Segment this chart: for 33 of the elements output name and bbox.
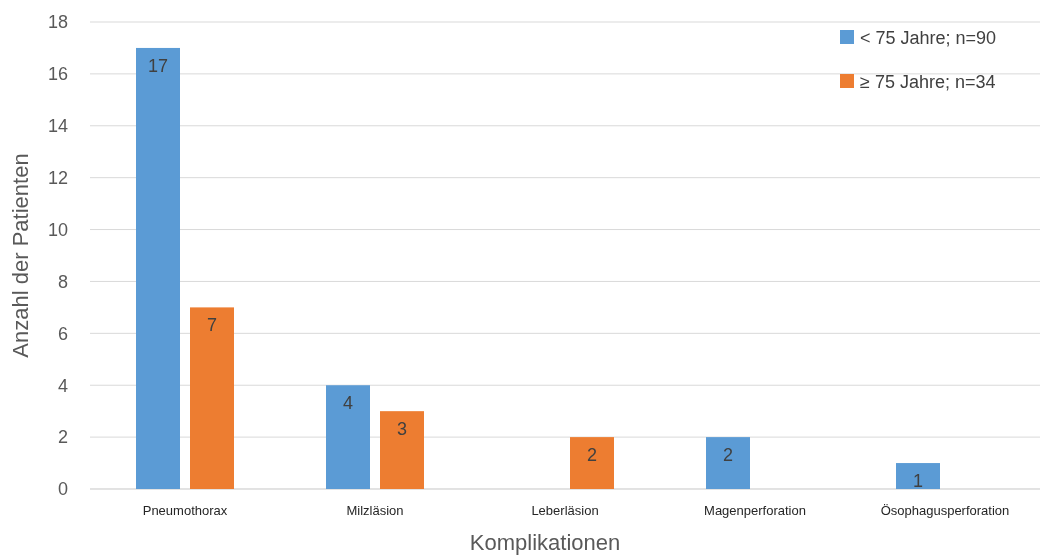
bar [326,385,370,489]
x-tick-label: Milzläsion [346,503,404,518]
data-label: 4 [342,393,354,414]
x-tick-label: Magenperforation [704,503,806,518]
bar [190,307,234,489]
y-tick-label: 14 [47,116,68,137]
bar [380,411,424,489]
x-tick-label: Pneumothorax [142,503,228,518]
x-tick-label: Ösophagusperforation [880,503,1010,518]
y-tick-label: 12 [47,167,68,188]
data-label: 1 [912,471,924,492]
bar [136,47,180,489]
x-tick-label: Leberläsion [531,503,599,518]
legend-label: < 75 Jahre; n=90 [860,28,997,49]
y-tick-label: 2 [57,427,68,448]
x-axis-title: Komplikationen [469,530,621,555]
bar [570,437,614,489]
data-label: 7 [206,315,218,336]
bar [896,463,940,489]
y-tick-label: 6 [57,323,68,344]
y-tick-label: 18 [47,12,68,33]
legend-label: ≥ 75 Jahre; n=34 [860,72,996,93]
y-tick-label: 8 [57,271,68,292]
y-tick-label: 16 [47,64,68,85]
data-label: 3 [396,419,408,440]
y-tick-label: 0 [57,479,68,500]
y-tick-label: 4 [57,375,68,396]
data-label: 2 [586,445,598,466]
data-label: 17 [147,55,169,76]
y-axis-title: Anzahl der Patienten [8,153,33,358]
y-tick-label: 10 [47,219,68,240]
data-label: 2 [722,445,734,466]
bar [706,437,750,489]
